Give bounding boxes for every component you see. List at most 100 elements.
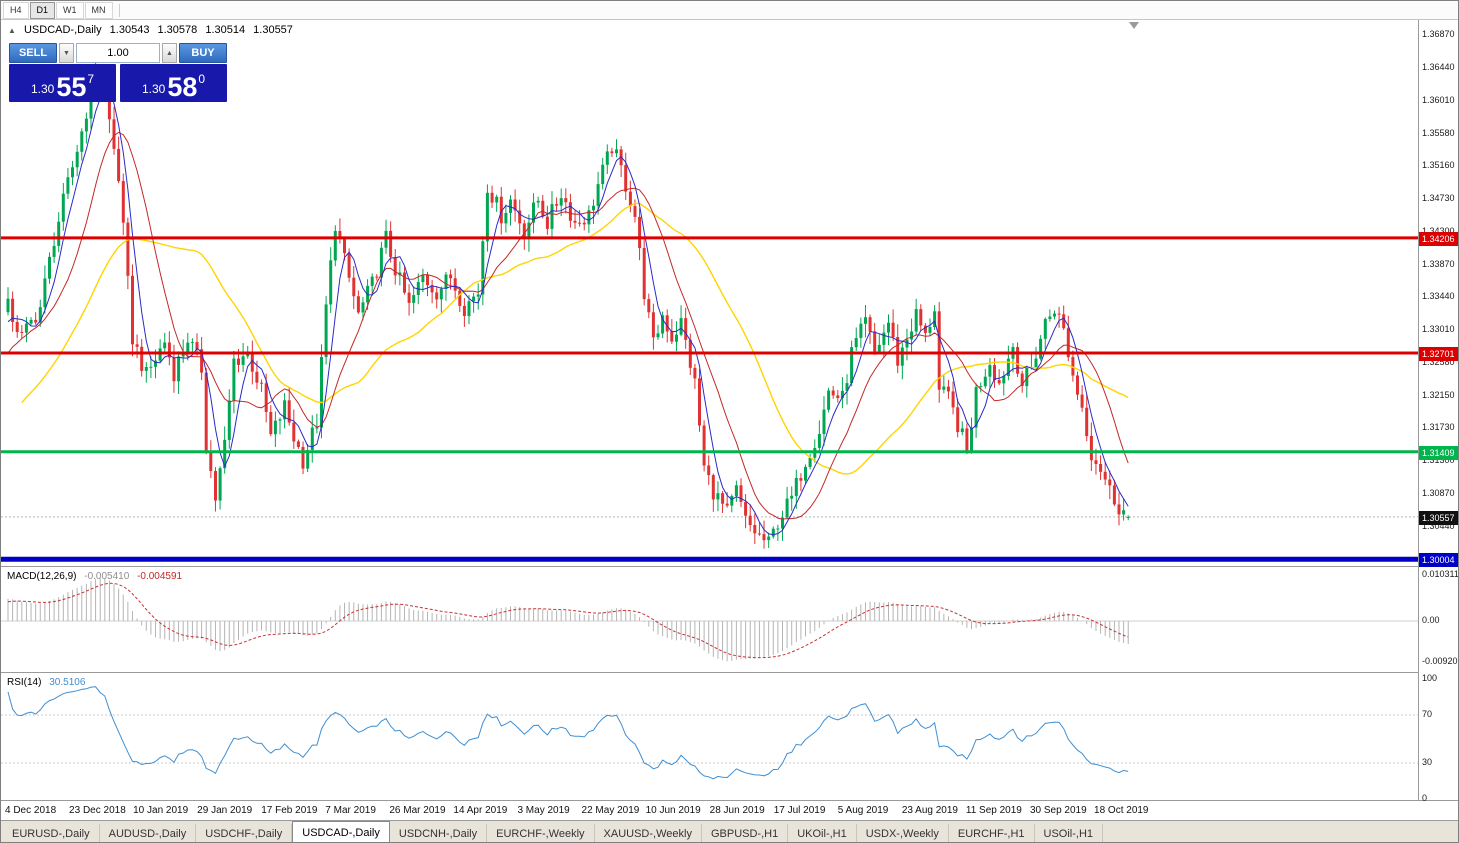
rsi-label: RSI(14) 30.5106 — [7, 677, 90, 688]
price-axis[interactable]: 1.36870 1.36440 1.36010 1.35580 1.35160 1.347… — [1418, 20, 1459, 803]
chart-tab-usdchf-daily[interactable]: USDCHF-,Daily — [196, 824, 293, 842]
price-axis-label: 1.34730 — [1422, 192, 1455, 203]
price-chart-panel: ▲ USDCAD-,Daily 1.30543 1.30578 1.30514 … — [1, 20, 1418, 566]
time-axis-label: 23 Dec 2018 — [69, 805, 126, 816]
price-axis-label: 1.35580 — [1422, 127, 1455, 138]
time-axis-label: 4 Dec 2018 — [5, 805, 57, 816]
time-axis-label: 14 Apr 2019 — [453, 805, 508, 816]
time-axis-label: 10 Jan 2019 — [133, 805, 189, 816]
chart-shift-icon[interactable] — [1129, 22, 1139, 29]
ohlc-close: 1.30557 — [253, 24, 293, 36]
sell-price-pip: 7 — [87, 72, 95, 86]
time-axis-label: 29 Jan 2019 — [197, 805, 253, 816]
timeframe-button-w1[interactable]: W1 — [56, 1, 84, 19]
time-axis-label: 10 Jun 2019 — [645, 805, 701, 816]
chart-tab-usdcad-daily[interactable]: USDCAD-,Daily — [292, 821, 390, 842]
rsi-chart-svg[interactable] — [1, 673, 1418, 801]
chart-tab-xauusd-weekly[interactable]: XAUUSD-,Weekly — [595, 824, 702, 842]
timeframe-button-mn[interactable]: MN — [84, 1, 113, 19]
buy-price-pip: 0 — [198, 72, 206, 86]
rsi-axis-label: 70 — [1422, 709, 1433, 719]
price-level-badge: 1.30004 — [1419, 553, 1458, 568]
rsi-axis-label: 0 — [1422, 793, 1428, 803]
price-axis-label: 1.33010 — [1422, 324, 1455, 335]
ohlc-low: 1.30514 — [205, 24, 246, 36]
rsi-axis-label: 100 — [1422, 673, 1438, 683]
macd-label: MACD(12,26,9) -0.005410 -0.004591 — [7, 571, 187, 582]
sell-price-tile[interactable]: 1.30 55 7 — [9, 64, 116, 102]
volume-increase-button[interactable]: ▲ — [162, 43, 177, 63]
timeframe-button-h4[interactable]: H4 — [3, 1, 29, 19]
time-axis-label: 17 Jul 2019 — [773, 805, 826, 816]
price-axis-label: 1.33440 — [1422, 291, 1455, 302]
toolbar-divider — [118, 3, 120, 17]
macd-title: MACD(12,26,9) — [7, 571, 77, 582]
sell-price-big: 55 — [56, 71, 87, 102]
chart-symbol-label: USDCAD-,Daily — [23, 24, 102, 36]
buy-price-big: 58 — [167, 71, 198, 102]
rsi-indicator-panel: RSI(14) 30.5106 — [1, 672, 1418, 800]
price-axis-label: 1.31300 — [1422, 455, 1455, 466]
buy-price-tile[interactable]: 1.30 58 0 — [120, 64, 227, 102]
chart-tab-eurusd-daily[interactable]: EURUSD-,Daily — [3, 824, 100, 842]
time-axis-label: 11 Sep 2019 — [965, 805, 1022, 816]
price-level-badge: 1.32701 — [1419, 346, 1458, 361]
chart-tab-usoil-h1[interactable]: USOil-,H1 — [1035, 824, 1104, 842]
time-axis-label: 26 Mar 2019 — [389, 805, 446, 816]
volume-decrease-button[interactable]: ▼ — [59, 43, 74, 63]
time-axis[interactable]: 4 Dec 2018 23 Dec 2018 10 Jan 2019 29 Jan 2… — [1, 800, 1458, 820]
price-axis-label: 1.32580 — [1422, 357, 1455, 368]
rsi-value: 30.5106 — [49, 677, 86, 688]
macd-signal-value: -0.004591 — [137, 571, 183, 582]
price-axis-label: 1.30440 — [1422, 520, 1455, 531]
price-axis-label: 1.32150 — [1422, 390, 1455, 401]
time-axis-label: 28 Jun 2019 — [709, 805, 765, 816]
price-chart-svg[interactable] — [1, 20, 1418, 566]
time-axis-label: 17 Feb 2019 — [261, 805, 318, 816]
chart-tab-bar: EURUSD-,Daily AUDUSD-,Daily USDCHF-,Daily U… — [1, 820, 1458, 842]
time-axis-label: 22 May 2019 — [581, 805, 640, 816]
macd-indicator-panel: MACD(12,26,9) -0.005410 -0.004591 — [1, 566, 1418, 672]
sell-price-prefix: 1.30 — [30, 82, 55, 96]
macd-main-value: -0.005410 — [84, 571, 130, 582]
sell-button[interactable]: SELL — [9, 43, 57, 63]
timeframe-toolbar: H4 D1 W1 MN — [1, 1, 1458, 20]
time-axis-label: 23 Aug 2019 — [901, 805, 958, 816]
price-axis-label: 1.31730 — [1422, 422, 1455, 433]
price-axis-label: 1.34300 — [1422, 225, 1455, 236]
ohlc-high: 1.30578 — [157, 24, 198, 36]
one-click-trading-panel: SELL ▼ ▲ BUY 1.30 55 7 1.30 58 0 — [9, 43, 227, 102]
price-axis-label: 1.35160 — [1422, 159, 1455, 170]
price-axis-label: 1.36440 — [1422, 62, 1455, 73]
time-axis-label: 7 Mar 2019 — [325, 805, 376, 816]
chart-tab-usdcnh-daily[interactable]: USDCNH-,Daily — [390, 824, 488, 842]
buy-price-prefix: 1.30 — [141, 82, 166, 96]
chart-ohlc-header: ▲ USDCAD-,Daily 1.30543 1.30578 1.30514 … — [8, 24, 298, 36]
macd-axis-label: 0.010311 — [1422, 569, 1459, 579]
ohlc-open: 1.30543 — [109, 24, 150, 36]
chart-tab-usdx-weekly[interactable]: USDX-,Weekly — [857, 824, 949, 842]
oneclick-collapse-icon[interactable]: ▲ — [8, 26, 16, 35]
timeframe-button-d1[interactable]: D1 — [29, 1, 56, 19]
time-axis-label: 30 Sep 2019 — [1029, 805, 1087, 816]
chart-tab-eurchf-h1[interactable]: EURCHF-,H1 — [949, 824, 1035, 842]
price-axis-label: 1.36870 — [1422, 29, 1455, 40]
chart-tab-eurchf-weekly[interactable]: EURCHF-,Weekly — [487, 824, 595, 842]
price-level-badge: 1.31409 — [1419, 445, 1458, 460]
chart-tab-audusd-daily[interactable]: AUDUSD-,Daily — [100, 824, 197, 842]
buy-button[interactable]: BUY — [179, 43, 227, 63]
macd-axis-label: -0.00920 — [1422, 656, 1458, 667]
chart-tab-ukoil-h1[interactable]: UKOil-,H1 — [788, 824, 857, 842]
price-axis-label: 1.33870 — [1422, 258, 1455, 269]
time-axis-label: 3 May 2019 — [517, 805, 570, 816]
current-price-badge: 1.30557 — [1419, 510, 1458, 525]
time-axis-label: 18 Oct 2019 — [1094, 805, 1149, 816]
rsi-axis-label: 30 — [1422, 757, 1433, 767]
macd-axis-label: 0.00 — [1422, 615, 1440, 625]
price-axis-label: 1.36010 — [1422, 94, 1455, 105]
volume-input[interactable] — [76, 43, 160, 63]
macd-chart-svg[interactable] — [1, 567, 1418, 673]
time-axis-label: 5 Aug 2019 — [837, 805, 889, 816]
chart-tab-gbpusd-h1[interactable]: GBPUSD-,H1 — [702, 824, 789, 842]
